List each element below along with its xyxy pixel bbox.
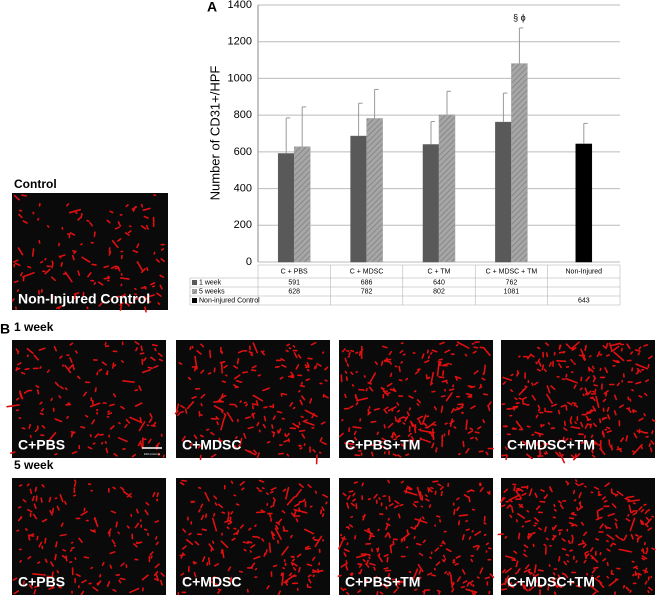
bar: [422, 144, 440, 263]
y-tick-label: 0: [246, 256, 252, 268]
table-value: 686: [361, 279, 373, 286]
image-caption: C+MDSC+TM: [507, 437, 595, 453]
vessel-staining: [337, 479, 495, 595]
vessel-staining: [11, 194, 165, 313]
y-tick-label: 400: [234, 182, 252, 194]
table-value: 1081: [504, 288, 520, 295]
table-value: 591: [288, 279, 300, 286]
image-caption: Non-Injured Control: [18, 291, 150, 307]
bar: [438, 114, 456, 263]
bar: [495, 121, 512, 263]
bar: [366, 118, 383, 263]
image-caption: C+MDSC: [182, 574, 242, 590]
table-value: 762: [506, 279, 518, 286]
vessel-staining: [6, 341, 165, 458]
vessel-staining: [177, 479, 329, 595]
legend-swatch: [192, 298, 197, 303]
image-caption: C+PBS+TM: [345, 574, 420, 590]
y-tick-label: 1200: [228, 36, 252, 48]
table-value: 628: [288, 288, 300, 295]
y-tick-label: 1400: [228, 0, 252, 11]
vessel-staining: [339, 341, 494, 458]
legend-swatch: [192, 280, 197, 285]
image-caption: C+MDSC: [182, 437, 242, 453]
vessel-staining: [174, 341, 329, 465]
table-value: 643: [578, 297, 590, 304]
x-tick-label: C + MDSC + TM: [486, 268, 538, 275]
image-heading: Control: [14, 177, 57, 191]
panel-label: B: [0, 321, 10, 337]
image-caption: C+MDSC+TM: [507, 574, 595, 590]
image-caption: C+PBS: [18, 437, 65, 453]
table-value: 782: [361, 288, 373, 295]
y-tick-label: 800: [234, 109, 252, 121]
y-axis-label: Number of CD31+/HPF: [207, 66, 222, 201]
image-caption: C+PBS: [18, 574, 65, 590]
row-label: 1 week: [14, 320, 54, 334]
vessel-staining: [12, 479, 165, 595]
x-tick-label: C + PBS: [281, 268, 308, 275]
legend-swatch: [192, 289, 197, 294]
table-value: 640: [433, 279, 445, 286]
x-tick-label: Non-Injured: [566, 268, 603, 275]
y-tick-label: 200: [234, 219, 252, 231]
legend-label: Non-injured Control: [199, 297, 260, 304]
annotation: § ϕ: [513, 12, 526, 22]
y-tick-label: 1000: [228, 72, 252, 84]
bar: [277, 153, 295, 263]
image-caption: C+PBS+TM: [345, 437, 420, 453]
x-tick-label: C + MDSC: [350, 268, 384, 275]
y-tick-label: 600: [234, 146, 252, 158]
panel-label: A: [207, 0, 217, 15]
vessel-staining: [501, 341, 656, 464]
bar: [511, 63, 528, 263]
x-tick-label: C + TM: [427, 268, 450, 275]
bar: [293, 146, 311, 263]
micrograph: [501, 340, 655, 458]
vessel-staining: [497, 479, 656, 595]
legend-label: 1 week: [199, 279, 222, 286]
scale-bar-label: 100 microns: [144, 452, 161, 456]
legend-label: 5 weeks: [199, 288, 225, 295]
row-label: 5 week: [14, 458, 54, 472]
bar: [575, 143, 593, 263]
table-value: 802: [433, 288, 445, 295]
bar: [350, 135, 367, 263]
